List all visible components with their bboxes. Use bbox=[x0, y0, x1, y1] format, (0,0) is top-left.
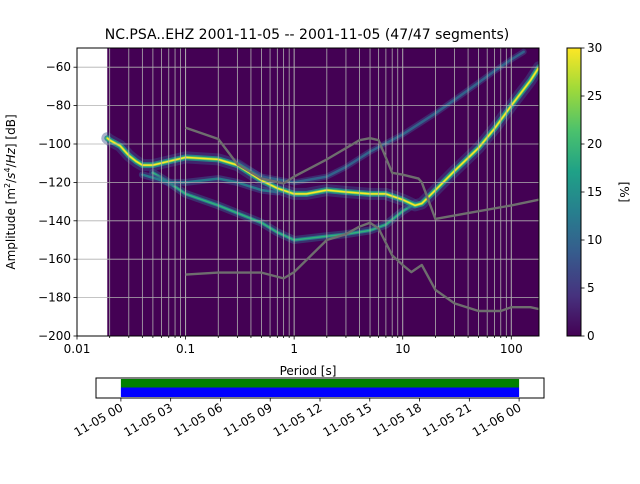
colorbar-tick-label: 10 bbox=[587, 233, 602, 247]
x-tick-label: 10 bbox=[395, 342, 410, 356]
x-tick-label: 0.1 bbox=[176, 342, 195, 356]
timeline-tick-label: 11-05 06 bbox=[171, 400, 225, 439]
low-noise-model-curve bbox=[185, 221, 539, 313]
timeline-bands bbox=[120, 379, 520, 397]
colorbar-tick-label: 5 bbox=[587, 281, 595, 295]
timeline-tick-label: 11-05 18 bbox=[370, 400, 424, 439]
colorbar-ticks: 0 5 10 15 20 25 30 bbox=[581, 41, 602, 343]
timeline-tick-label: 11-05 09 bbox=[221, 400, 275, 439]
colorbar-tick-label: 15 bbox=[587, 185, 602, 199]
x-tick-label: 100 bbox=[500, 342, 523, 356]
data-available-band bbox=[120, 379, 520, 388]
y-tick-label: −60 bbox=[46, 60, 71, 74]
colorbar-tick-label: 20 bbox=[587, 137, 602, 151]
lower-branch-band-2 bbox=[152, 172, 416, 241]
y-axis-ticks: −60 −80 −100 −120 −140 −160 −180 −200 bbox=[38, 60, 77, 343]
psd-segments-band bbox=[120, 387, 520, 397]
colorbar-tick-label: 25 bbox=[587, 89, 602, 103]
high-noise-model-curve bbox=[185, 126, 539, 221]
colorbar-label: [%] bbox=[617, 182, 631, 203]
plot-frame bbox=[76, 47, 540, 337]
mode-band-3 bbox=[106, 66, 539, 207]
colorbar bbox=[566, 47, 582, 337]
timeline-tick-label: 11-06 00 bbox=[470, 400, 524, 439]
x-axis-label: Period [s] bbox=[280, 364, 337, 378]
timeline-tick-label: 11-05 03 bbox=[121, 400, 175, 439]
y-tick-label: −200 bbox=[38, 329, 71, 343]
timeline-tick-label: 11-05 00 bbox=[72, 400, 126, 439]
y-tick-label: −160 bbox=[38, 252, 71, 266]
timeline-tick-label: 11-05 15 bbox=[321, 400, 375, 439]
timeline-tick-label: 11-05 21 bbox=[420, 400, 474, 439]
x-tick-label: 0.01 bbox=[64, 342, 91, 356]
y-tick-label: −80 bbox=[46, 99, 71, 113]
colorbar-tick-label: 0 bbox=[587, 329, 595, 343]
colorbar-tick-label: 30 bbox=[587, 41, 602, 55]
y-tick-label: −100 bbox=[38, 137, 71, 151]
timeline-tick-label: 11-05 12 bbox=[271, 400, 325, 439]
x-axis-ticks: 0.01 0.1 1 10 100 bbox=[64, 336, 523, 356]
y-tick-label: −180 bbox=[38, 291, 71, 305]
y-tick-label: −140 bbox=[38, 214, 71, 228]
x-tick-label: 1 bbox=[290, 342, 298, 356]
chart-title: NC.PSA..EHZ 2001-11-05 -- 2001-11-05 (47… bbox=[105, 27, 510, 43]
y-axis-label: Amplitude [m2/s4/Hz] [dB] bbox=[3, 114, 18, 269]
noise-model-curves bbox=[185, 126, 539, 313]
y-tick-label: −120 bbox=[38, 175, 71, 189]
